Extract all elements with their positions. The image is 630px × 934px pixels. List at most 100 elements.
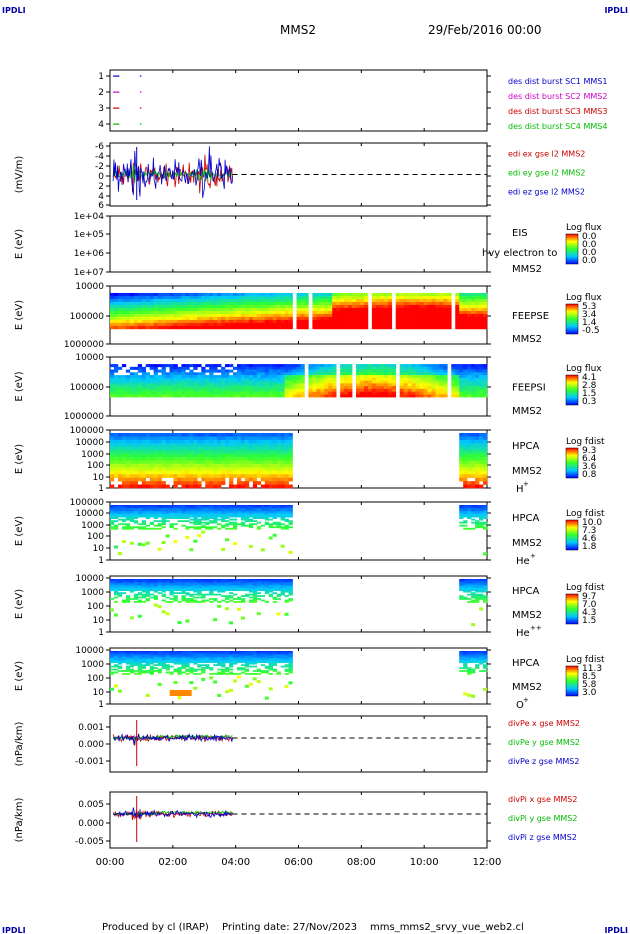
heat-cell-FEEPSE <box>260 313 266 318</box>
heat-cell-HPCA_He2 <box>280 590 285 593</box>
heat-cell-HPCA_H <box>157 450 162 454</box>
heat-cell-FEEPSE <box>125 304 131 309</box>
heat-cell-FEEPSE <box>379 319 385 324</box>
heat-cell-FEEPSI <box>229 364 234 368</box>
heat-speckle-HPCA_He1 <box>113 545 118 549</box>
heat-cell-HPCA_H <box>260 460 266 465</box>
heat-cell-HPCA_H <box>459 453 464 458</box>
heat-cell-HPCA_He2 <box>475 589 480 592</box>
heat-cell-HPCA_He1 <box>463 511 468 513</box>
heat-cell-FEEPSI <box>292 364 297 368</box>
heat-cell-HPCA_H <box>284 477 289 482</box>
heat-cell-HPCA_He1 <box>284 512 289 515</box>
heat-cell-FEEPSI <box>324 377 329 381</box>
heat-cell-HPCA_He1 <box>149 514 154 516</box>
heat-cell-HPCA_H <box>197 453 202 458</box>
heat-cell-FEEPSI <box>391 366 397 370</box>
heat-cell-HPCA_O <box>145 661 150 664</box>
heat-cell-HPCA_He1 <box>264 511 270 513</box>
heat-cell-HPCA_H <box>236 457 242 461</box>
heat-speckle-HPCA_He2 <box>225 607 230 611</box>
heat-cell-FEEPSE <box>383 301 389 306</box>
heat-cell-FEEPSI <box>252 372 258 376</box>
heat-cell-FEEPSE <box>260 292 266 297</box>
heat-cell-FEEPSI <box>169 369 174 373</box>
heat-cell-HPCA_H <box>189 446 194 451</box>
heat-cell-HPCA_He2 <box>475 593 480 596</box>
heat-cell-HPCA_O <box>221 662 226 665</box>
heat-cell-FEEPSI <box>110 388 115 392</box>
heat-cell-HPCA_H <box>276 477 281 482</box>
instrument-label-EIS: EIS <box>512 228 528 239</box>
heat-cell-HPCA_He1 <box>240 515 246 518</box>
heat-cell-HPCA_He2 <box>252 592 258 594</box>
heat-cell-FEEPSI <box>260 380 266 384</box>
heat-cell-FEEPSI <box>185 377 190 381</box>
heat-cell-HPCA_O <box>209 673 214 675</box>
heat-cell-FEEPSI <box>419 394 424 398</box>
heat-cell-FEEPSI <box>169 388 174 392</box>
heat-cell-FEEPSE <box>181 304 186 309</box>
heat-cell-HPCA_He2 <box>145 581 150 584</box>
heat-cell-FEEPSI <box>312 369 317 373</box>
heat-cell-FEEPSE <box>332 322 337 327</box>
heat-cell-FEEPSI <box>332 364 337 368</box>
heat-cell-FEEPSI <box>189 391 194 395</box>
heat-cell-HPCA_He1 <box>467 508 472 510</box>
heat-cell-FEEPSE <box>312 316 317 321</box>
heat-cell-HPCA_He2 <box>479 580 484 583</box>
heat-cell-HPCA_He1 <box>165 512 170 515</box>
heat-cell-HPCA_O <box>161 661 166 664</box>
heat-cell-HPCA_H <box>471 474 476 478</box>
heat-cell-FEEPSI <box>165 372 170 376</box>
heat-cell-FEEPSE <box>348 310 353 315</box>
heat-cell-FEEPSE <box>213 313 218 318</box>
heat-cell-FEEPSI <box>423 388 428 392</box>
heat-cell-FEEPSE <box>113 301 119 306</box>
heat-cell-FEEPSE <box>189 319 194 324</box>
heat-cell-HPCA_He2 <box>229 589 234 592</box>
heat-cell-HPCA_He2 <box>173 596 178 599</box>
heat-cell-HPCA_He1 <box>475 512 480 515</box>
heat-cell-HPCA_H <box>165 436 170 441</box>
heat-cell-HPCA_H <box>213 453 218 458</box>
heat-cell-HPCA_He2 <box>161 583 166 586</box>
heat-cell-HPCA_H <box>475 443 480 448</box>
heat-cell-FEEPSE <box>403 307 408 312</box>
heat-cell-FEEPSE <box>244 304 250 309</box>
heat-cell-HPCA_H <box>236 450 242 454</box>
heat-cell-FEEPSE <box>447 310 452 315</box>
heat-cell-HPCA_He1 <box>157 515 162 518</box>
heat-cell-HPCA_H <box>213 457 218 461</box>
heat-cell-FEEPSE <box>471 319 476 324</box>
heat-cell-HPCA_He2 <box>149 583 154 586</box>
colorbar-tick-EIS: 0.0 <box>582 248 597 258</box>
heat-cell-HPCA_He1 <box>225 524 230 527</box>
heat-cell-HPCA_H <box>117 446 123 451</box>
heat-cell-HPCA_He1 <box>209 517 214 520</box>
heat-cell-HPCA_He1 <box>173 523 178 526</box>
heat-cell-FEEPSE <box>340 298 345 303</box>
heat-cell-FEEPSI <box>375 375 381 379</box>
heat-cell-HPCA_He1 <box>463 508 468 510</box>
heat-cell-HPCA_H <box>157 484 162 489</box>
heat-speckle-HPCA_He1 <box>141 543 146 547</box>
heat-cell-HPCA_H <box>121 436 127 441</box>
heat-cell-FEEPSI <box>348 369 353 373</box>
heat-cell-FEEPSI <box>236 372 242 376</box>
heat-cell-HPCA_He1 <box>475 514 480 516</box>
heat-cell-FEEPSI <box>300 369 305 373</box>
heat-cell-HPCA_O <box>193 656 198 659</box>
heat-cell-FEEPSI <box>463 380 468 384</box>
heat-cell-HPCA_He2 <box>113 596 119 599</box>
heat-cell-FEEPSI <box>367 391 373 395</box>
spacecraft-label-FEEPSE: MMS2 <box>512 334 542 345</box>
heat-cell-HPCA_H <box>260 467 266 472</box>
heat-cell-FEEPSE <box>185 307 190 312</box>
heat-cell-FEEPSE <box>463 319 468 324</box>
heat-cell-FEEPSE <box>153 295 158 300</box>
heat-cell-FEEPSE <box>312 325 317 330</box>
heat-cell-HPCA_O <box>173 670 178 672</box>
heat-cell-HPCA_He1 <box>276 514 281 516</box>
heat-cell-HPCA_He2 <box>173 586 178 589</box>
